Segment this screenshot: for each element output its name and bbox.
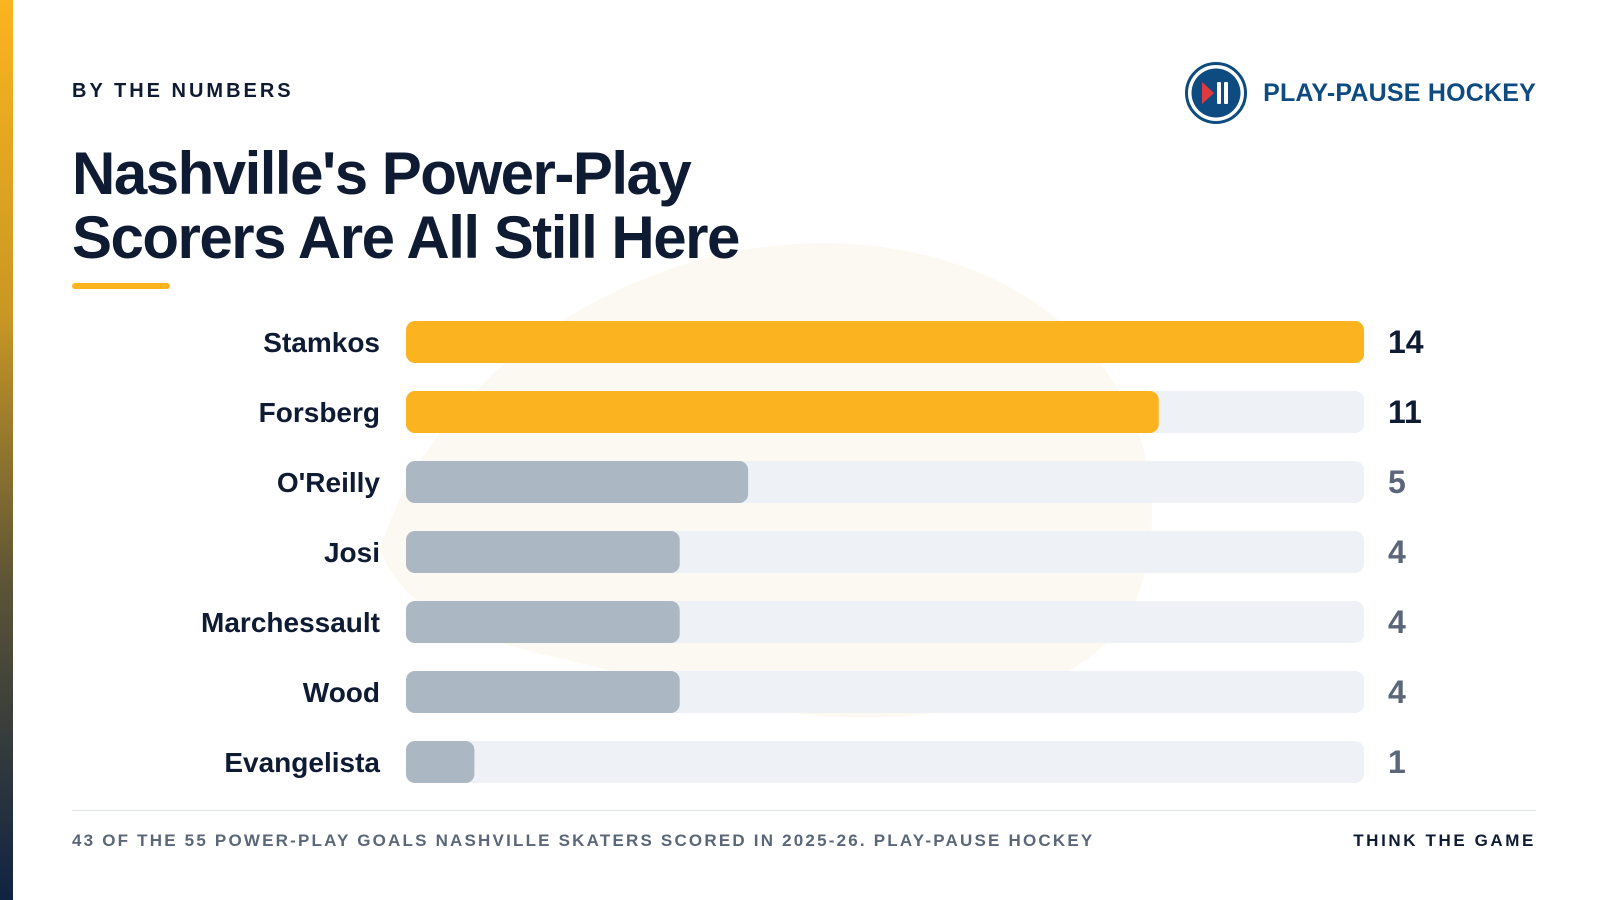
category-label-marchessault: Marchessault (201, 607, 380, 638)
bar-row-forsberg: Forsberg 11 (259, 391, 1422, 433)
play-pause-icon (1185, 62, 1248, 124)
bar-row-o-reilly: O'Reilly 5 (277, 461, 1406, 503)
bar-o-reilly (406, 461, 749, 503)
brand-lockup: PLAY-PAUSE HOCKEY (1185, 62, 1536, 124)
bar-row-josi: Josi 4 (324, 531, 1406, 573)
source-footnote: 43 OF THE 55 POWER-PLAY GOALS NASHVILLE … (72, 831, 1095, 850)
bar-josi (406, 531, 680, 573)
value-label-o-reilly: 5 (1388, 464, 1406, 500)
value-label-stamkos: 14 (1388, 324, 1424, 360)
bar-marchessault (406, 601, 680, 643)
bar-row-stamkos: Stamkos 14 (263, 321, 1424, 363)
bar-row-marchessault: Marchessault 4 (201, 601, 1406, 643)
page-title: Nashville's Power-Play Scorers Are All S… (72, 140, 740, 271)
bar-evangelista (406, 741, 475, 783)
side-accent-stripe (0, 0, 13, 900)
brand-name: PLAY-PAUSE HOCKEY (1263, 78, 1536, 107)
section-kicker: BY THE NUMBERS (72, 80, 294, 102)
category-label-stamkos: Stamkos (263, 327, 380, 358)
value-label-marchessault: 4 (1388, 604, 1406, 640)
value-label-wood: 4 (1388, 674, 1406, 710)
category-label-josi: Josi (324, 537, 380, 568)
bar-track-evangelista (406, 741, 1364, 783)
footer-divider (72, 810, 1536, 811)
bar-stamkos (406, 321, 1364, 363)
category-label-forsberg: Forsberg (259, 397, 380, 428)
category-label-evangelista: Evangelista (224, 747, 380, 778)
bar-row-evangelista: Evangelista 1 (224, 741, 1406, 783)
bar-forsberg (406, 391, 1159, 433)
footer-tagline: THINK THE GAME (1353, 831, 1536, 850)
category-label-wood: Wood (303, 677, 380, 708)
value-label-josi: 4 (1388, 534, 1406, 570)
title-underline (72, 283, 170, 289)
value-label-evangelista: 1 (1388, 744, 1406, 780)
bar-wood (406, 671, 680, 713)
bar-row-wood: Wood 4 (303, 671, 1406, 713)
category-label-o-reilly: O'Reilly (277, 467, 381, 498)
value-label-forsberg: 11 (1388, 394, 1422, 430)
